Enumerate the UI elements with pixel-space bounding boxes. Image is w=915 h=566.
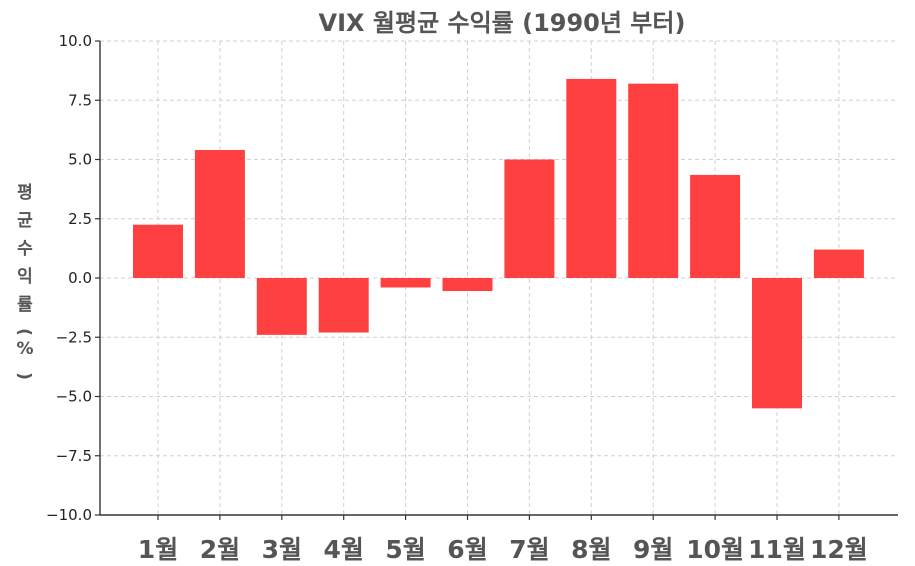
x-tick-label: 7월 <box>509 535 549 564</box>
bar <box>256 278 307 335</box>
y-axis-label-char: 수 <box>17 239 33 259</box>
y-tick-label: 10.0 <box>59 32 92 50</box>
y-axis-label-char: 평 <box>17 183 33 203</box>
x-tick-label: 9월 <box>633 535 673 564</box>
y-tick-labels: 10.0 7.5 5.0 2.5 0.0 −2.5 −5.0 −7.5 −10.0 <box>46 32 92 524</box>
x-tick-label: 6월 <box>447 535 487 564</box>
x-tick-label: 3월 <box>262 535 302 564</box>
x-tick-labels: 1월 2월 3월 4월 5월 6월 7월 8월 9월 10월 11월 12월 <box>138 535 868 564</box>
x-tick-label: 10월 <box>686 535 744 564</box>
y-tick-label: −5.0 <box>56 388 92 406</box>
chart-title: VIX 월평균 수익률 (1990년 부터) <box>319 9 686 37</box>
y-tick-label: 2.5 <box>68 210 92 228</box>
bars <box>133 78 864 409</box>
y-tick-label: −10.0 <box>46 506 92 524</box>
y-tick-label: 5.0 <box>68 151 92 169</box>
bar <box>813 249 864 278</box>
x-tick-label: 2월 <box>200 535 240 564</box>
y-tick-label: 7.5 <box>68 91 92 109</box>
y-axis-label-char: 균 <box>17 211 33 231</box>
y-axis-label-char: % <box>16 339 33 359</box>
x-tick-label: 8월 <box>571 535 611 564</box>
x-tick-label: 4월 <box>323 535 363 564</box>
bar <box>690 174 741 278</box>
y-tick-label: 0.0 <box>68 269 92 287</box>
bar <box>752 278 802 409</box>
bar <box>194 150 245 278</box>
axes <box>95 40 898 520</box>
bar <box>504 159 555 278</box>
bar <box>442 278 493 292</box>
x-tick-label: 1월 <box>138 535 178 564</box>
y-tick-label: −2.5 <box>56 328 92 346</box>
x-tick-label: 12월 <box>810 535 868 564</box>
y-axis-label-char: ) <box>14 372 34 380</box>
y-axis-label-char: ( <box>14 328 34 336</box>
bar <box>380 278 431 288</box>
y-tick-label: −7.5 <box>56 447 92 465</box>
bar <box>566 78 617 278</box>
bar <box>318 278 369 333</box>
y-axis-label-char: 률 <box>17 295 33 315</box>
y-axis-label-char: 익 <box>17 267 33 287</box>
bar <box>133 224 183 278</box>
bar <box>628 83 679 278</box>
x-tick-label: 11월 <box>748 535 806 564</box>
x-tick-label: 5월 <box>385 535 425 564</box>
